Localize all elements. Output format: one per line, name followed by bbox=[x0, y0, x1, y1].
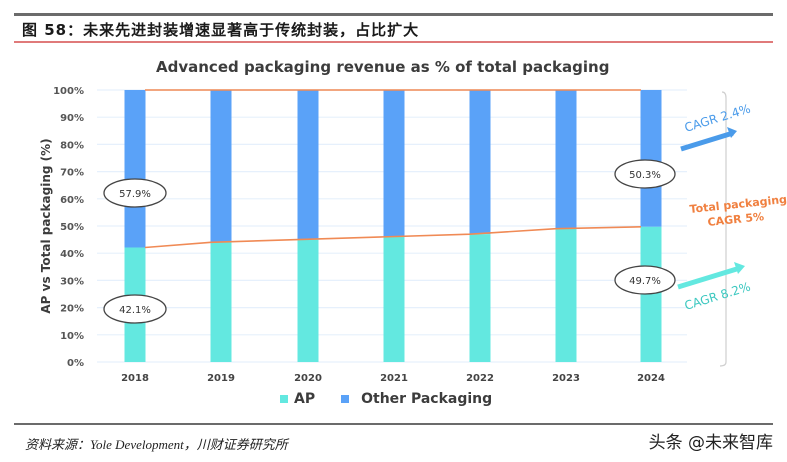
top-rule bbox=[14, 13, 773, 16]
svg-text:40%: 40% bbox=[60, 249, 84, 260]
bubble-2018-ap: 42.1% bbox=[103, 294, 167, 324]
x-axis-ticks: 2018 2019 2020 2021 2022 2023 2024 bbox=[121, 373, 665, 384]
ap-share-line bbox=[144, 89, 642, 249]
cagr-other-label: CAGR 2.4% bbox=[683, 102, 752, 135]
svg-text:2018: 2018 bbox=[121, 373, 149, 384]
legend-swatch-ap bbox=[280, 395, 288, 403]
bubble-2018-other: 57.9% bbox=[103, 178, 167, 208]
svg-text:70%: 70% bbox=[60, 168, 84, 179]
bubble-2024-other: 50.3% bbox=[614, 159, 676, 189]
chart-title: Advanced packaging revenue as % of total… bbox=[156, 58, 610, 76]
cagr-total-label-2: CAGR 5% bbox=[707, 210, 765, 229]
bubble-2024-ap: 49.7% bbox=[614, 265, 676, 295]
footer-rule bbox=[14, 423, 773, 425]
svg-text:0%: 0% bbox=[67, 358, 84, 369]
svg-text:50.3%: 50.3% bbox=[629, 170, 661, 181]
source-note: 资料来源：Yole Development，川财证券研究所 bbox=[25, 437, 288, 452]
svg-text:2021: 2021 bbox=[380, 373, 408, 384]
svg-text:10%: 10% bbox=[60, 331, 84, 342]
bars bbox=[124, 90, 662, 362]
svg-text:42.1%: 42.1% bbox=[119, 305, 151, 316]
svg-text:2024: 2024 bbox=[637, 373, 665, 384]
legend-swatch-other bbox=[341, 395, 350, 403]
svg-text:30%: 30% bbox=[60, 276, 84, 287]
y-axis-label: AP vs Total packaging (%) bbox=[39, 138, 53, 313]
legend-label-other: Other Packaging bbox=[361, 391, 493, 407]
svg-text:57.9%: 57.9% bbox=[119, 189, 151, 200]
svg-text:49.7%: 49.7% bbox=[629, 276, 661, 287]
bracket bbox=[719, 91, 727, 367]
cagr-ap-arrow-icon bbox=[677, 262, 745, 290]
svg-text:2019: 2019 bbox=[207, 373, 235, 384]
legend-label-ap: AP bbox=[294, 391, 316, 407]
watermark: 头条 @未来智库 bbox=[648, 433, 773, 453]
svg-text:50%: 50% bbox=[60, 222, 84, 233]
svg-text:80%: 80% bbox=[60, 140, 84, 151]
svg-text:20%: 20% bbox=[60, 304, 84, 315]
y-axis-ticks: 0% 10% 20% 30% 40% 50% 60% 70% 80% 90% 100% bbox=[53, 86, 84, 369]
title-underline bbox=[14, 41, 773, 43]
svg-text:2022: 2022 bbox=[466, 373, 494, 384]
svg-text:90%: 90% bbox=[60, 113, 84, 124]
figure-title: 图 58：未来先进封装增速显著高于传统封装，占比扩大 bbox=[22, 21, 420, 39]
legend: AP Other Packaging bbox=[280, 391, 492, 407]
svg-text:2020: 2020 bbox=[294, 373, 322, 384]
svg-text:2023: 2023 bbox=[552, 373, 580, 384]
svg-text:100%: 100% bbox=[53, 86, 84, 97]
cagr-other-arrow-icon bbox=[680, 127, 737, 152]
svg-text:60%: 60% bbox=[60, 195, 84, 206]
